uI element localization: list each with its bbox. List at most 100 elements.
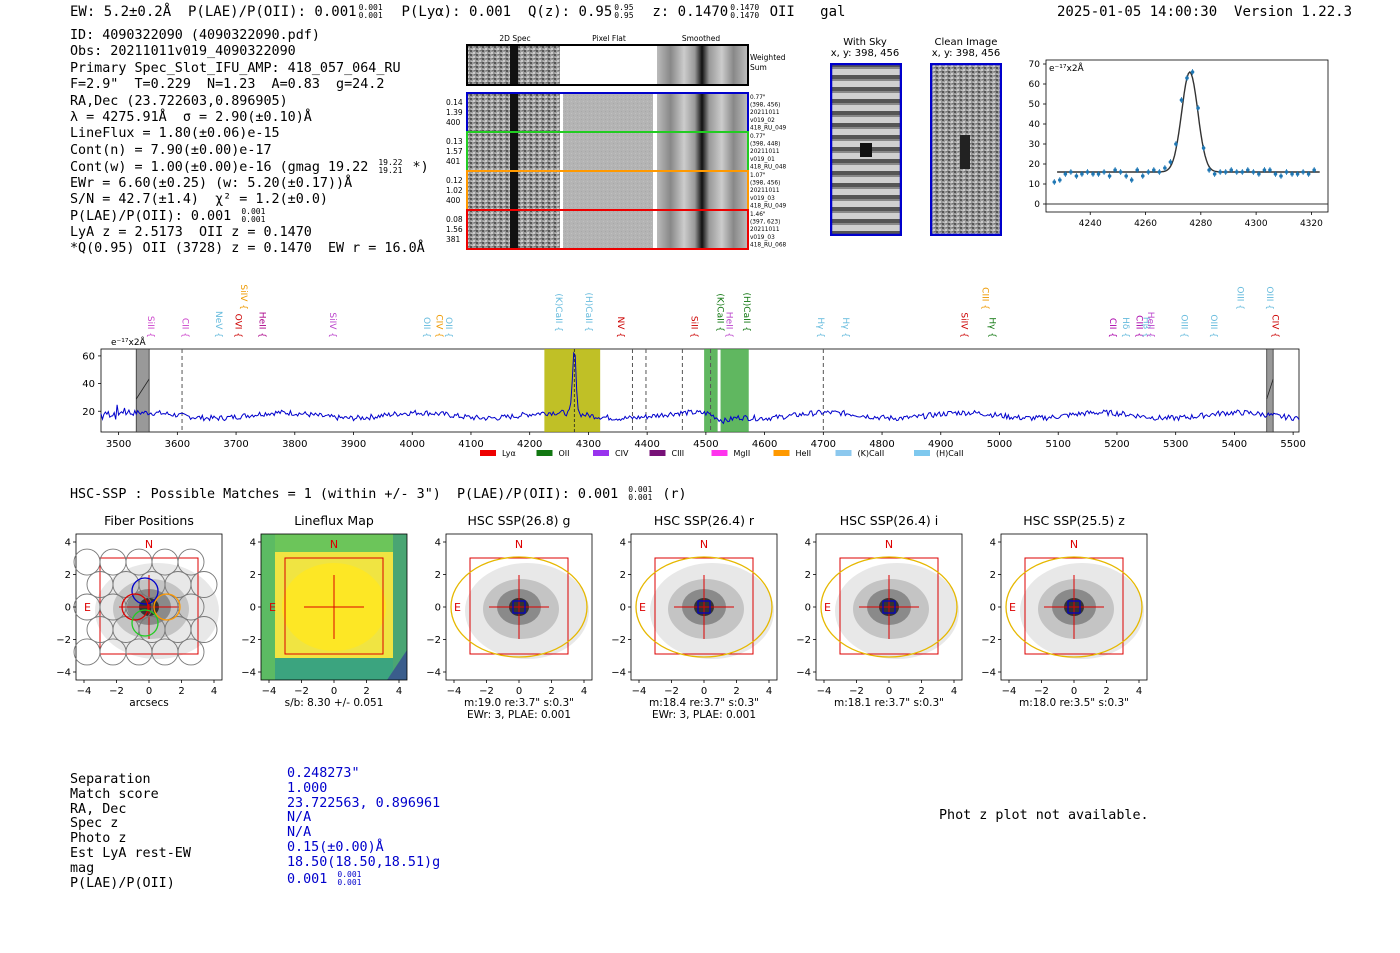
- label-spec-z: Spec z: [70, 816, 119, 832]
- data-point: [1295, 172, 1300, 176]
- line-marker: NeV {: [213, 311, 223, 338]
- legend-swatch: [835, 450, 852, 456]
- east-label: E: [454, 601, 461, 614]
- line-marker: SiIV {: [238, 284, 248, 310]
- stamp-caption: EWr: 3, PLAE: 0.001: [467, 709, 571, 721]
- data-point: [1273, 172, 1278, 176]
- line-marker: OIII {: [1179, 314, 1189, 338]
- stamp-y-tick: 2: [435, 570, 441, 581]
- stamp-row: Fiber Positions N E −4 4 −2 2 0 0 2 −2 4 −4 arcsecs Li…: [0, 510, 1400, 730]
- line-marker-label: (K)CaII {: [553, 293, 563, 332]
- line-marker: OIII {: [1234, 286, 1244, 310]
- data-point: [1135, 168, 1140, 172]
- header-summary: EW: 5.2±0.2Å P(LAE)/P(OII): 0.001 0.001 0.…: [70, 3, 846, 21]
- x-tick-label: 4100: [458, 439, 483, 450]
- value-photo-z: N/A: [287, 825, 312, 841]
- north-label: N: [330, 538, 338, 551]
- x-tick-label: 4000: [400, 439, 425, 450]
- line-marker: CII {: [180, 318, 190, 338]
- cutout-left-label: 0.14: [446, 98, 463, 107]
- data-point: [1163, 166, 1167, 170]
- north-label: N: [700, 538, 708, 551]
- line-marker-label: OIII {: [1264, 286, 1274, 310]
- x-tick-label: 4300: [576, 439, 601, 450]
- line-marker-label: SiIV {: [958, 312, 968, 338]
- header-timestamp-version: 2025-01-05 14:00:30 Version 1.22.3: [1057, 4, 1352, 20]
- x-tick-label: 4280: [1189, 219, 1212, 229]
- legend-swatch: [480, 450, 496, 456]
- legend-swatch: [711, 450, 728, 456]
- label-mag: mag: [70, 860, 95, 876]
- stamp-y-tick: −4: [56, 668, 71, 679]
- data-point: [1096, 172, 1101, 176]
- y-tick-label: 60: [1029, 80, 1041, 90]
- stamp-y-tick: −4: [796, 668, 811, 679]
- line-marker-label: Hγ {: [840, 317, 850, 338]
- cutout-right-label: 20211011: [750, 110, 780, 116]
- line-marker: OII {: [443, 317, 453, 338]
- legend-label: HeII: [796, 449, 812, 458]
- stamp-x-tick: 4: [581, 686, 587, 697]
- legend-label: MgII: [734, 449, 751, 458]
- stamp-caption: arcsecs: [129, 697, 168, 709]
- info-plae: P(LAE)/P(OII): 0.001 0.001 0.001: [70, 207, 266, 225]
- data-point: [1168, 160, 1173, 164]
- data-point: [1196, 106, 1200, 110]
- cutout-right-label: v019_03: [750, 235, 775, 241]
- stamp-y-tick: 0: [805, 603, 811, 614]
- stamp-x-tick: 0: [146, 686, 152, 697]
- cutout-right-label: 20211011: [750, 188, 780, 194]
- line-marker-label: OIII {: [1179, 314, 1189, 338]
- stamp-x-tick: 2: [918, 686, 924, 697]
- stamp-y-tick: −4: [426, 668, 441, 679]
- data-point: [1290, 172, 1294, 176]
- y-tick-label: 0: [1034, 200, 1040, 210]
- line-marker-label: OII {: [421, 317, 431, 338]
- stamp-y-tick: 4: [65, 538, 71, 549]
- stamp-x-tick: −4: [262, 686, 277, 697]
- line-marker: Hδ {: [1120, 317, 1130, 338]
- cutout-right-label: 1.46": [750, 212, 766, 218]
- info-lineflux: LineFlux = 1.80(±0.06)e-15: [70, 126, 280, 142]
- label-plae: P(LAE)/P(OII): [70, 875, 175, 891]
- x-tick-label: 4200: [517, 439, 542, 450]
- info-contn: Cont(n) = 7.90(±0.00)e-17: [70, 142, 272, 158]
- line-marker: CIII {: [980, 287, 990, 310]
- clean-image: [930, 63, 1002, 236]
- weighted-sum-label: Weighted: [750, 53, 786, 62]
- value-plae: 0.001 0.001 0.001: [287, 869, 362, 887]
- data-point: [1146, 170, 1151, 174]
- stamp-x-tick: 0: [701, 686, 707, 697]
- line-marker-label: CII {: [180, 318, 190, 338]
- line-marker-label: SiIV {: [327, 312, 337, 338]
- x-tick-label: 4800: [869, 439, 894, 450]
- line-marker-label: HeII {: [1145, 312, 1155, 338]
- spectrum-legend: Lyα OII CIV CIII MgII HeII (K)CaII (H)CaII: [480, 449, 963, 458]
- stamp-caption: EWr: 3, PLAE: 0.001: [652, 709, 756, 721]
- x-tick-label: 5400: [1222, 439, 1247, 450]
- north-label: N: [1070, 538, 1078, 551]
- line-fit-chart: e⁻¹⁷x2Å 0 10 20 30 40 50 60 70 4240 4260 4280 4300 4…: [1029, 59, 1329, 229]
- line-marker: (K)CaII {: [715, 293, 725, 332]
- line-marker-label: CIII {: [980, 287, 990, 310]
- stamp-y-tick: 2: [990, 570, 996, 581]
- x-tick-label: 4260: [1134, 219, 1157, 229]
- stamp-x-tick: −4: [1002, 686, 1017, 697]
- cutout-left-label: 1.02: [446, 186, 463, 195]
- y-tick-label: 10: [1029, 180, 1041, 190]
- stamp-x-tick: 2: [178, 686, 184, 697]
- north-label: N: [145, 538, 153, 551]
- stamp-x-tick: −2: [849, 686, 864, 697]
- stamp-y-tick: −4: [981, 668, 996, 679]
- legend-swatch: [649, 450, 666, 456]
- line-marker-label: SiIV {: [238, 284, 248, 310]
- data-point: [1069, 170, 1073, 174]
- cutout-left-label: 400: [446, 196, 461, 205]
- cutout-right-label: (398, 448): [750, 142, 780, 148]
- fiber-green: [131, 609, 159, 637]
- legend-label: (K)CaII: [858, 449, 885, 458]
- east-label: E: [639, 601, 646, 614]
- stamp-x-tick: −4: [632, 686, 647, 697]
- line-marker-label: OIII {: [1234, 286, 1244, 310]
